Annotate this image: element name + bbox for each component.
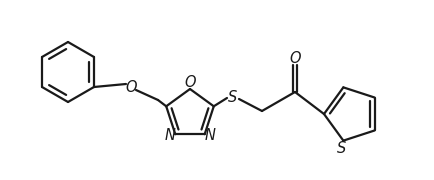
Text: N: N <box>164 128 175 143</box>
Text: O: O <box>125 80 136 94</box>
Text: O: O <box>184 75 195 89</box>
Text: S: S <box>228 89 237 105</box>
Text: N: N <box>204 128 215 143</box>
Text: O: O <box>289 51 300 66</box>
Text: S: S <box>336 141 345 156</box>
